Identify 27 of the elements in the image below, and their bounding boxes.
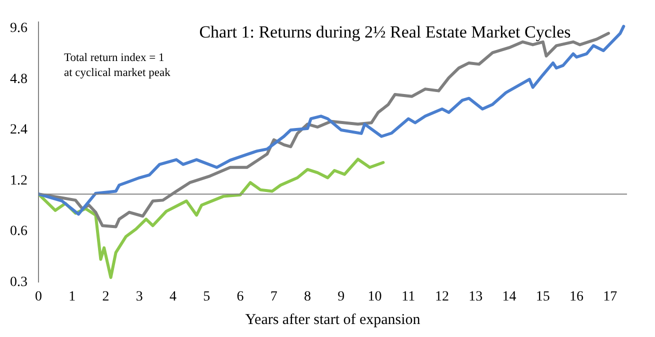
x-tick-label: 12 bbox=[435, 289, 450, 304]
x-tick-label: 4 bbox=[170, 289, 177, 304]
x-tick-label: 1 bbox=[68, 289, 76, 304]
x-tick-label: 10 bbox=[368, 289, 382, 304]
x-tick-label: 14 bbox=[502, 289, 516, 304]
x-axis-title: Years after start of expansion bbox=[245, 312, 421, 328]
x-tick-label: 7 bbox=[270, 289, 278, 304]
x-tick-label: 15 bbox=[536, 289, 550, 304]
y-tick-label: 2.4 bbox=[10, 122, 28, 138]
x-tick-label: 6 bbox=[236, 289, 244, 304]
x-tick-label: 17 bbox=[603, 289, 618, 304]
x-tick-label: 2 bbox=[102, 289, 110, 304]
annotation: Total return index = 1 at cyclical market peak bbox=[64, 52, 171, 79]
x-tick-label: 9 bbox=[338, 289, 345, 304]
chart-title: Chart 1: Returns during 2½ Real Estate Market Cycles bbox=[199, 22, 571, 42]
y-tick-label: 0.6 bbox=[10, 224, 28, 240]
x-tick-label: 8 bbox=[304, 289, 312, 304]
y-tick-label: 0.3 bbox=[10, 274, 28, 290]
y-tick-label: 1.2 bbox=[10, 173, 28, 188]
y-tick-label: 9.6 bbox=[10, 21, 28, 36]
x-tick-label: 13 bbox=[468, 289, 483, 304]
x-tick-label: 16 bbox=[570, 289, 584, 304]
x-tick-label: 11 bbox=[402, 289, 416, 304]
x-tick-label: 0 bbox=[35, 289, 42, 304]
x-tick-label: 3 bbox=[136, 289, 143, 304]
x-tick-label: 5 bbox=[203, 289, 210, 304]
y-tick-label: 4.8 bbox=[10, 72, 28, 87]
